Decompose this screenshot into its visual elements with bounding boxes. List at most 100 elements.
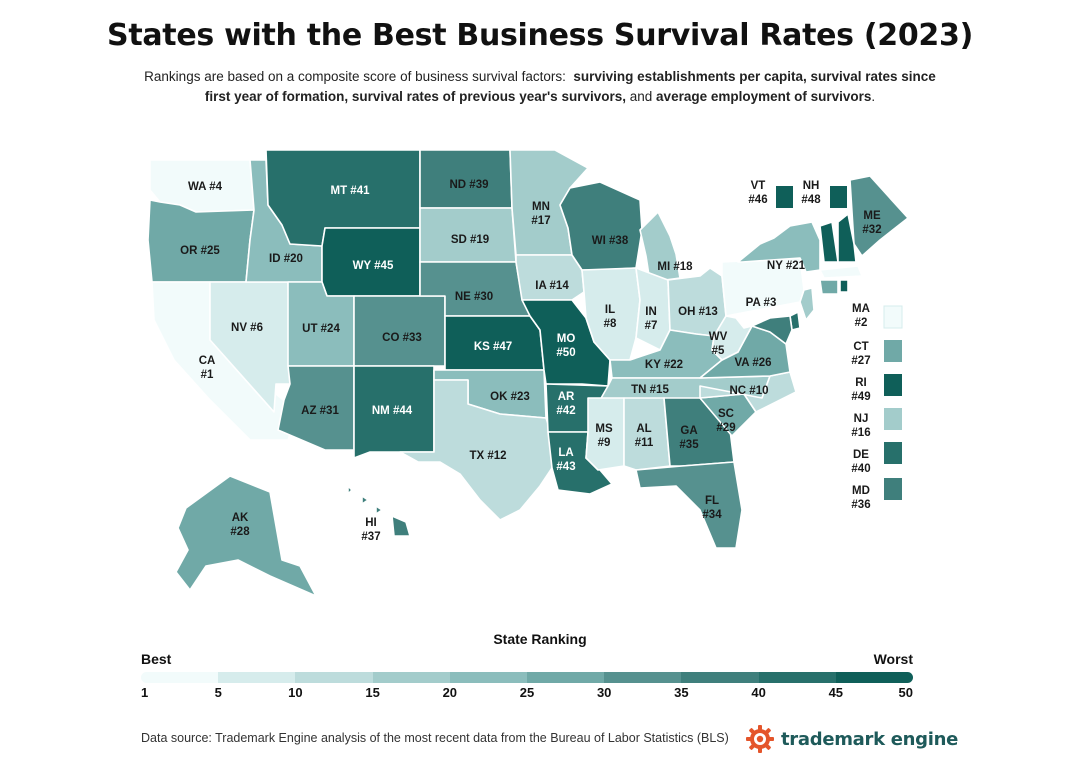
state-label-mt: MT #41 [331,185,371,197]
state-label-al: AL #11 [635,423,654,449]
legend-best-label: Best [141,651,172,667]
state-hi-part3[interactable] [375,505,383,515]
state-label-tx: TX #12 [469,450,506,462]
state-label-ar: AR #42 [556,391,575,417]
state-wi[interactable] [559,181,643,271]
state-label-fl: FL #34 [702,495,722,521]
state-label-nc: NC #10 [730,385,769,397]
legend-tick-1: 1 [141,685,149,700]
side-swatch-md [884,478,902,500]
legend-tick-25: 25 [519,685,535,700]
state-label-mi: MI #18 [657,261,693,273]
legend-swatch-3 [295,672,373,683]
state-label-ms: MS #9 [595,423,613,449]
side-swatch-ct [884,340,902,362]
state-co[interactable] [353,295,446,367]
legend-swatch-1 [141,672,219,683]
inset-swatch-vt [776,186,793,208]
state-ak[interactable] [175,475,317,597]
subtitle-factor3: average employment of survivors [656,89,872,104]
page-title: States with the Best Business Survival R… [107,18,973,53]
state-ct[interactable] [819,279,839,295]
state-label-ny: NY #21 [767,260,806,272]
side-swatch-ri [884,374,902,396]
state-label-ca: CA #1 [199,355,216,381]
legend-tick-20: 20 [442,685,458,700]
state-vt[interactable] [819,221,839,263]
state-nh[interactable] [837,213,857,263]
inset-label-nh: NH #48 [801,180,821,206]
side-label-nj: NJ #16 [851,413,870,439]
state-label-tn: TN #15 [631,384,669,396]
state-hi-part1[interactable] [347,485,353,495]
state-label-pa: PA #3 [746,297,777,309]
state-label-co: CO #33 [382,332,422,344]
inset-swatch-nh [830,186,847,208]
state-label-mn: MN #17 [531,201,550,227]
gear-icon [746,725,774,753]
state-label-wy: WY #45 [353,260,394,272]
side-label-md: MD #36 [851,485,870,511]
state-label-va: VA #26 [734,357,771,369]
state-oh[interactable] [667,267,727,337]
state-label-id: ID #20 [269,253,303,265]
state-ny[interactable] [737,221,821,273]
brand-name: trademark engine [781,728,959,750]
state-label-az: AZ #31 [301,405,339,417]
legend-tick-35: 35 [674,685,689,700]
subtitle-factor2: survival rates of previous year's surviv… [351,89,626,104]
legend-swatch-5 [449,672,528,683]
side-label-ri: RI #49 [851,377,870,403]
state-nj[interactable] [799,287,815,321]
state-label-sd: SD #19 [451,234,489,246]
state-fl[interactable] [635,461,743,549]
state-label-wa: WA #4 [188,181,223,193]
legend-swatch-9 [758,672,836,683]
state-hi-part2[interactable] [361,495,369,505]
legend-tick-15: 15 [365,685,380,700]
state-label-ut: UT #24 [302,323,340,335]
state-label-il: IL #8 [604,304,617,330]
state-label-ga: GA #35 [679,425,699,451]
state-ri[interactable] [839,279,849,293]
legend-color-bar [141,672,913,683]
side-swatch-ma [883,305,903,329]
state-label-ky: KY #22 [645,359,683,371]
side-label-de: DE #40 [851,449,870,475]
state-hi-part4[interactable] [391,515,411,537]
page-subtitle: Rankings are based on a composite score … [140,67,940,107]
legend-tick-30: 30 [596,685,612,700]
state-label-nm: NM #44 [372,405,413,417]
legend-tick-50: 50 [898,685,913,700]
state-mi[interactable] [639,211,681,283]
legend-tick-5: 5 [214,685,222,700]
state-label-ne: NE #30 [455,291,493,303]
state-label-ia: IA #14 [535,280,569,292]
state-label-la: LA #43 [556,447,575,473]
side-swatch-de [884,442,902,464]
state-label-oh: OH #13 [678,306,718,318]
state-label-mo: MO #50 [556,333,575,359]
state-label-me: ME #32 [862,210,881,236]
side-label-ma: MA #2 [852,303,870,329]
legend-swatch-8 [681,672,759,683]
us-map: WA #4 OR #25 CA #1 NV #6 ID #20 MT #41 WY #45 UT… [147,149,909,597]
state-label-hi: HI #37 [361,517,380,543]
state-label-wi: WI #38 [592,235,629,247]
subtitle-factor1: surviving establishments per capita, sur… [204,69,936,104]
legend-tick-45: 45 [828,685,844,700]
state-md[interactable] [751,315,793,345]
inset-label-vt: VT #46 [748,180,767,206]
state-label-ak: AK #28 [230,512,250,538]
side-swatch-nj [884,408,902,430]
legend-swatch-6 [527,672,605,683]
legend-swatch-10 [835,672,913,683]
subtitle-intro: Rankings are based on a composite score … [144,69,566,84]
state-ia[interactable] [515,254,585,301]
state-or[interactable] [147,199,255,283]
state-tx[interactable] [399,379,553,521]
legend-worst-label: Worst [873,651,913,667]
state-label-wv: WV #5 [709,331,728,357]
state-ma[interactable] [819,265,863,279]
state-label-nd: ND #39 [450,179,489,191]
